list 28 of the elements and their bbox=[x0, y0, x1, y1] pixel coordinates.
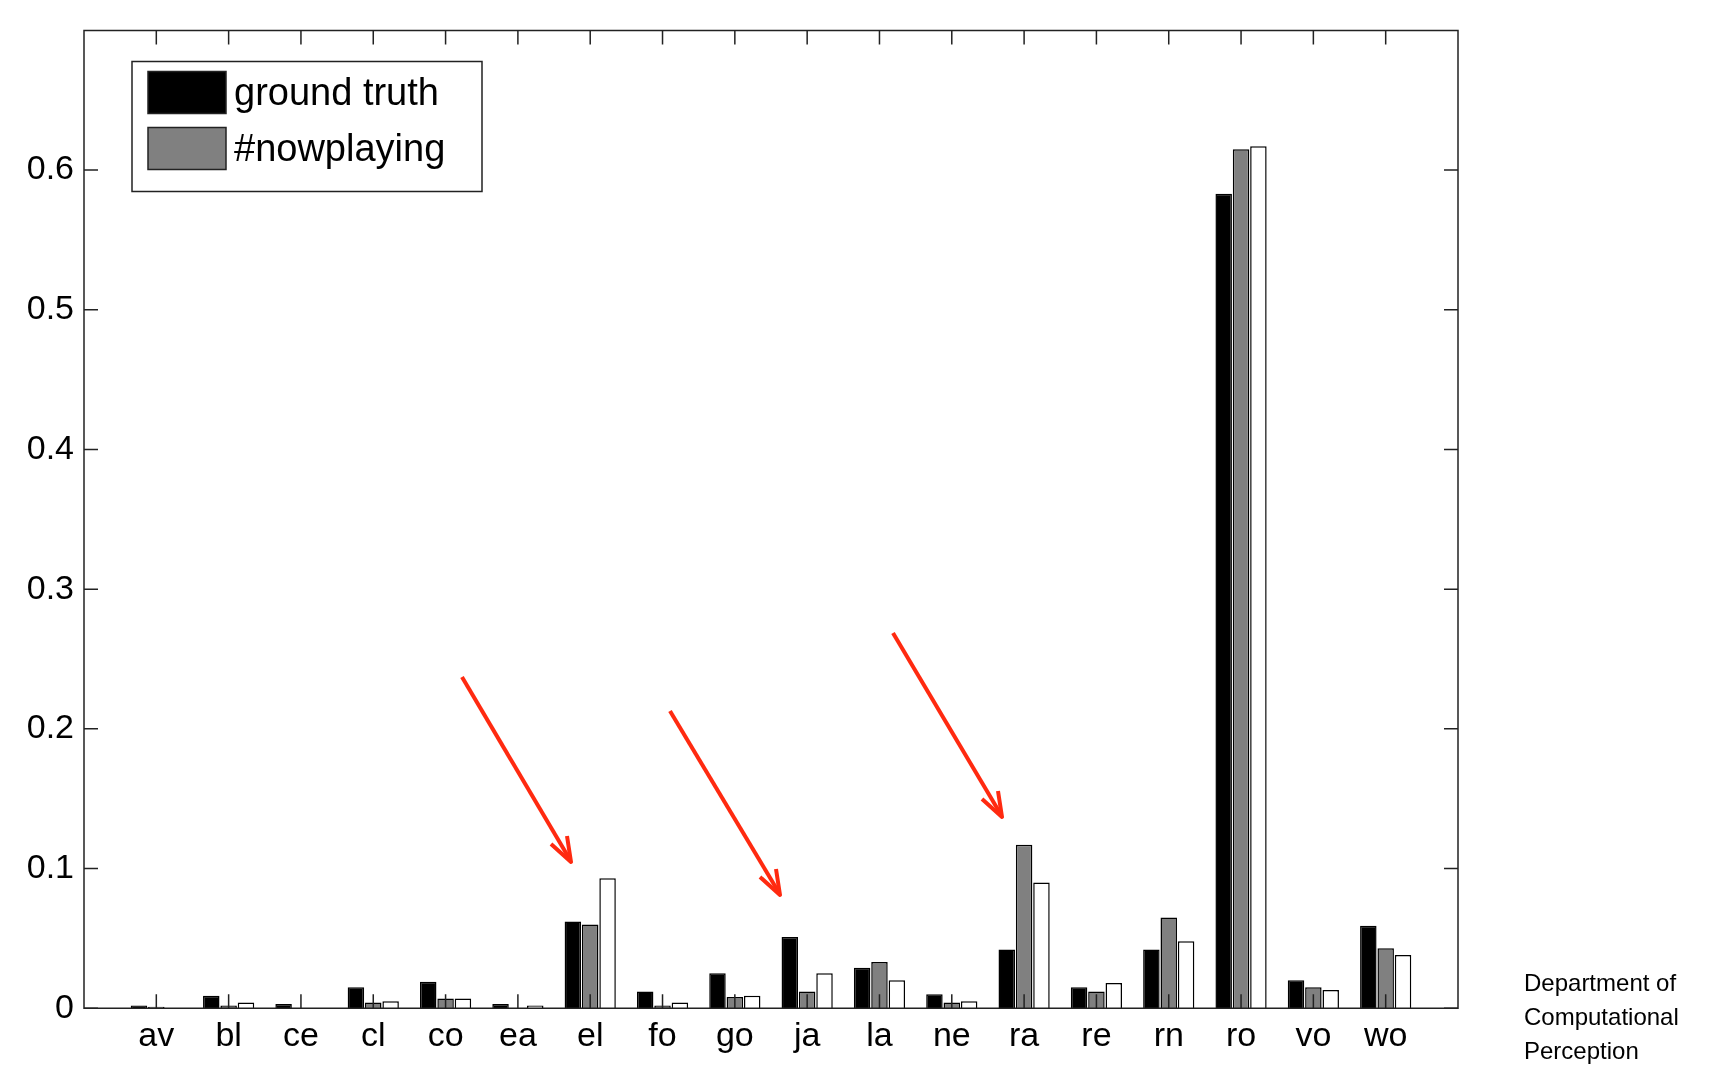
x-tick-label: ra bbox=[1008, 1014, 1040, 1053]
y-tick-label: 0.3 bbox=[26, 567, 74, 606]
x-tick-label: bl bbox=[215, 1014, 242, 1053]
x-tick-label: ea bbox=[498, 1014, 537, 1053]
legend-label: ground truth bbox=[234, 70, 439, 113]
x-tick-label: rn bbox=[1153, 1014, 1184, 1053]
text: Department of Computational Perception bbox=[1524, 968, 1680, 1065]
x-tick-label: av bbox=[138, 1014, 175, 1053]
legend-label: #nowplaying bbox=[234, 126, 446, 169]
y-tick-label: 0.1 bbox=[26, 846, 74, 885]
x-tick-label: cl bbox=[360, 1014, 386, 1053]
x-tick-label: ro bbox=[1225, 1014, 1257, 1053]
x-tick-label: ja bbox=[792, 1014, 821, 1053]
x-tick-label: fo bbox=[648, 1014, 677, 1053]
x-tick-label: ne bbox=[932, 1014, 971, 1053]
x-tick-label: co bbox=[427, 1014, 464, 1053]
x-tick-label: go bbox=[715, 1014, 754, 1053]
y-tick-label: 0.5 bbox=[26, 288, 74, 327]
x-tick-label: ce bbox=[282, 1014, 319, 1053]
x-tick-label: re bbox=[1081, 1014, 1112, 1053]
y-tick-label: 0.2 bbox=[26, 707, 74, 746]
y-tick-label: 0.6 bbox=[26, 148, 74, 187]
x-tick-label: el bbox=[576, 1014, 604, 1053]
x-tick-label: la bbox=[866, 1014, 893, 1053]
y-tick-label: 0.4 bbox=[26, 427, 74, 466]
x-tick-label: wo bbox=[1362, 1014, 1408, 1053]
y-tick-label: 0 bbox=[55, 986, 74, 1025]
x-tick-label: vo bbox=[1295, 1014, 1332, 1053]
